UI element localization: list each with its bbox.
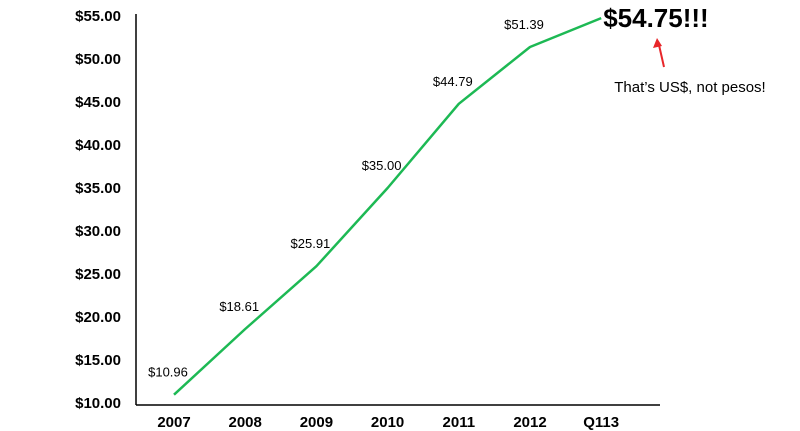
annotation-arrow-head bbox=[653, 38, 662, 48]
x-tick-label: 2010 bbox=[371, 414, 404, 431]
annotation: That’s US$, not pesos! bbox=[614, 38, 766, 96]
annotation-text: That’s US$, not pesos! bbox=[614, 79, 765, 96]
x-tick-labels: 2007 2008 2009 2010 2011 2012 Q113 bbox=[157, 414, 619, 431]
data-label: $44.79 bbox=[433, 74, 473, 89]
x-tick-label: 2009 bbox=[300, 414, 333, 431]
x-tick-label: 2008 bbox=[229, 414, 262, 431]
y-tick-label: $45.00 bbox=[75, 94, 121, 111]
y-tick-labels: $10.00 $15.00 $20.00 $25.00 $30.00 $35.00 $40.… bbox=[75, 8, 121, 412]
data-label: $10.96 bbox=[148, 365, 188, 380]
x-tick-label: 2012 bbox=[513, 414, 546, 431]
y-tick-label: $15.00 bbox=[75, 352, 121, 369]
y-tick-label: $50.00 bbox=[75, 51, 121, 68]
annotation-arrow bbox=[658, 44, 665, 68]
data-labels: $10.96 $18.61 $25.91 $35.00 $44.79 $51.39 $54.… bbox=[148, 3, 709, 380]
y-tick-label: $35.00 bbox=[75, 180, 121, 197]
x-tick-label: Q113 bbox=[583, 414, 619, 431]
data-label: $35.00 bbox=[362, 158, 402, 173]
y-tick-label: $25.00 bbox=[75, 266, 121, 283]
data-label: $51.39 bbox=[504, 17, 544, 32]
y-tick-label: $30.00 bbox=[75, 223, 121, 240]
x-tick-label: 2007 bbox=[157, 414, 190, 431]
y-tick-label: $55.00 bbox=[75, 8, 121, 25]
y-tick-label: $20.00 bbox=[75, 309, 121, 326]
y-tick-label: $10.00 bbox=[75, 395, 121, 412]
data-label: $25.91 bbox=[291, 236, 331, 251]
x-tick-label: 2011 bbox=[443, 414, 476, 431]
data-label: $54.75!!! bbox=[603, 3, 709, 33]
data-label: $18.61 bbox=[219, 299, 259, 314]
series-line bbox=[173, 16, 602, 396]
y-tick-label: $40.00 bbox=[75, 137, 121, 154]
